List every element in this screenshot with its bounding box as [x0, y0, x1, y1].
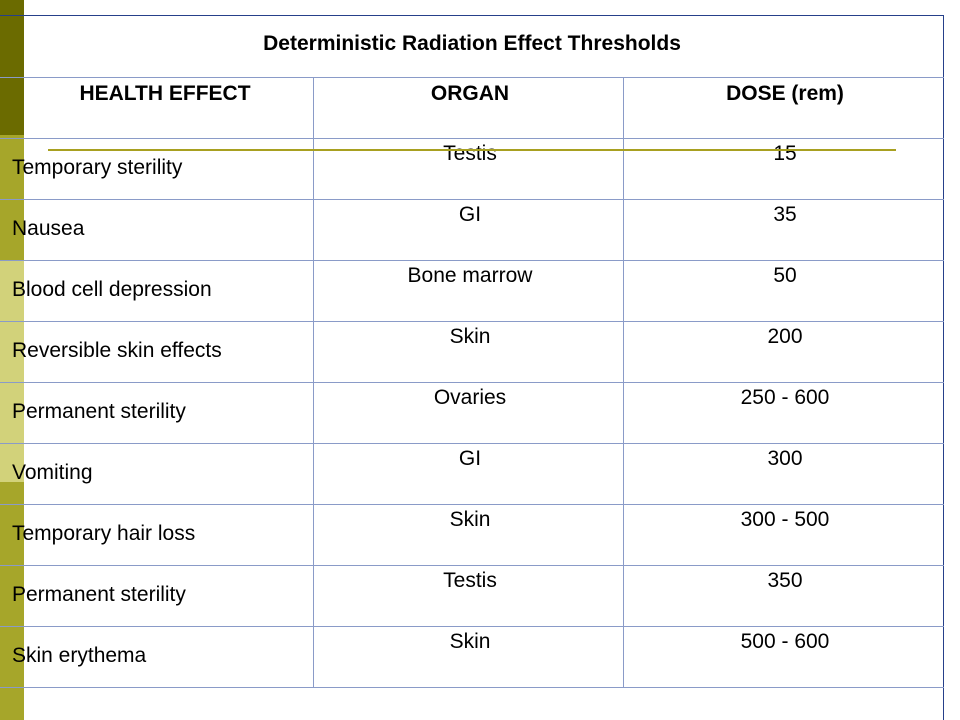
- left-decorative-stripe: [0, 0, 24, 720]
- cell-organ: Ovaries: [433, 386, 507, 409]
- cell-health-effect: Temporary sterility: [12, 156, 183, 179]
- grid-line: [0, 565, 944, 566]
- column-divider: [313, 77, 314, 687]
- cell-organ: GI: [458, 447, 482, 470]
- table-row: Skin erythema Skin 500 - 600: [0, 626, 944, 687]
- column-divider: [623, 77, 624, 687]
- grid-line: [0, 504, 944, 505]
- cell-organ: Skin: [449, 325, 491, 348]
- stripe-segment-dark: [0, 0, 24, 135]
- accent-rule: [48, 149, 896, 151]
- table-row: Temporary sterility Testis 15: [0, 138, 944, 199]
- cell-organ: Testis: [443, 569, 497, 592]
- column-header-organ: ORGAN: [430, 82, 510, 105]
- cell-health-effect: Skin erythema: [12, 644, 147, 667]
- column-header-health-effect: HEALTH EFFECT: [79, 82, 251, 105]
- stripe-segment-mid-lower: [0, 482, 24, 720]
- table-row: Blood cell depression Bone marrow 50: [0, 260, 944, 321]
- cell-health-effect: Nausea: [12, 217, 85, 240]
- cell-dose: 500 - 600: [740, 630, 830, 653]
- table-title: Deterministic Radiation Effect Threshold…: [263, 32, 681, 55]
- cell-health-effect: Temporary hair loss: [12, 522, 196, 545]
- grid-line: [0, 138, 944, 139]
- table-row: Permanent sterility Testis 350: [0, 565, 944, 626]
- cell-dose: 300: [767, 447, 803, 470]
- threshold-table: Deterministic Radiation Effect Threshold…: [0, 15, 944, 720]
- grid-line: [0, 260, 944, 261]
- cell-dose: 50: [773, 264, 797, 287]
- cell-organ: Bone marrow: [407, 264, 533, 287]
- table-row: Reversible skin effects Skin 200: [0, 321, 944, 382]
- cell-dose: 250 - 600: [740, 386, 830, 409]
- cell-organ: Skin: [449, 630, 491, 653]
- grid-line: [0, 321, 944, 322]
- cell-organ: GI: [458, 203, 482, 226]
- grid-line: [0, 382, 944, 383]
- cell-health-effect: Vomiting: [12, 461, 93, 484]
- table-row: Vomiting GI 300: [0, 443, 944, 504]
- stripe-segment-mid: [0, 135, 24, 260]
- cell-organ: Testis: [443, 142, 497, 165]
- table-row: Nausea GI 35: [0, 199, 944, 260]
- cell-health-effect: Permanent sterility: [12, 400, 186, 423]
- cell-health-effect: Permanent sterility: [12, 583, 186, 606]
- grid-line: [0, 199, 944, 200]
- grid-line: [0, 626, 944, 627]
- cell-health-effect: Reversible skin effects: [12, 339, 222, 362]
- cell-dose: 350: [767, 569, 803, 592]
- cell-dose: 300 - 500: [740, 508, 830, 531]
- table-row: Permanent sterility Ovaries 250 - 600: [0, 382, 944, 443]
- cell-organ: Skin: [449, 508, 491, 531]
- grid-line: [0, 687, 944, 688]
- grid-line: [0, 77, 944, 78]
- cell-dose: 200: [767, 325, 803, 348]
- cell-health-effect: Blood cell depression: [12, 278, 212, 301]
- stripe-segment-light: [0, 260, 24, 482]
- table-row: Temporary hair loss Skin 300 - 500: [0, 504, 944, 565]
- cell-dose: 35: [773, 203, 797, 226]
- grid-line: [0, 443, 944, 444]
- column-header-dose: DOSE (rem): [726, 82, 844, 105]
- cell-dose: 15: [773, 142, 797, 165]
